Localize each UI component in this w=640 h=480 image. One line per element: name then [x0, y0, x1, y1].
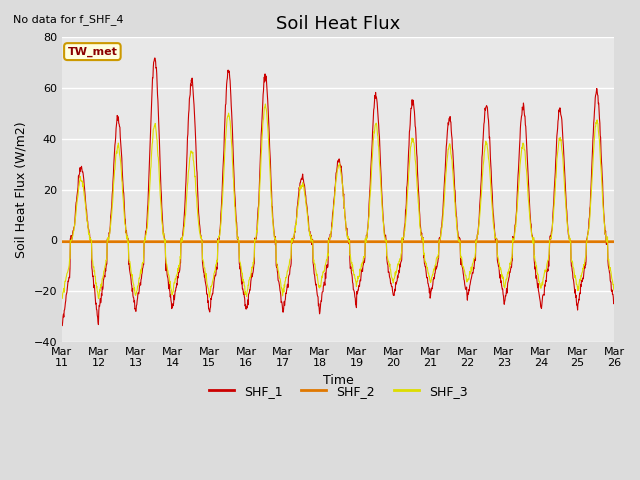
SHF_3 [497, 265, 504, 271]
SHF_1 [545, 254, 553, 260]
Title: Soil Heat Flux: Soil Heat Flux [276, 15, 400, 33]
Legend: SHF_1, SHF_2, SHF_3: SHF_1, SHF_2, SHF_3 [204, 380, 472, 403]
SHF_1 [151, 55, 159, 61]
SHF_3 [243, 289, 251, 295]
SHF_3 [425, 270, 433, 276]
SHF_2 [58, 239, 66, 244]
SHF_1 [181, 197, 189, 203]
SHF_1 [243, 305, 251, 311]
SHF_3 [95, 296, 102, 301]
SHF_3 [546, 238, 554, 244]
SHF_1 [58, 323, 66, 328]
SHF_3 [168, 288, 175, 294]
SHF_2 [545, 239, 552, 244]
SHF_3 [611, 288, 618, 294]
Line: SHF_3: SHF_3 [62, 104, 614, 299]
SHF_2 [168, 239, 175, 244]
Text: TW_met: TW_met [67, 47, 117, 57]
SHF_2 [424, 239, 431, 244]
SHF_1 [424, 281, 432, 287]
Line: SHF_1: SHF_1 [62, 58, 614, 325]
SHF_2 [243, 239, 250, 244]
SHF_1 [168, 306, 175, 312]
SHF_1 [611, 301, 618, 307]
SHF_2 [611, 239, 618, 244]
SHF_2 [496, 239, 504, 244]
SHF_3 [181, 214, 189, 220]
SHF_3 [58, 296, 66, 301]
X-axis label: Time: Time [323, 374, 353, 387]
SHF_1 [497, 272, 504, 277]
Y-axis label: Soil Heat Flux (W/m2): Soil Heat Flux (W/m2) [15, 121, 28, 258]
SHF_2 [181, 239, 189, 244]
Text: No data for f_SHF_4: No data for f_SHF_4 [13, 14, 124, 25]
SHF_3 [262, 101, 269, 107]
